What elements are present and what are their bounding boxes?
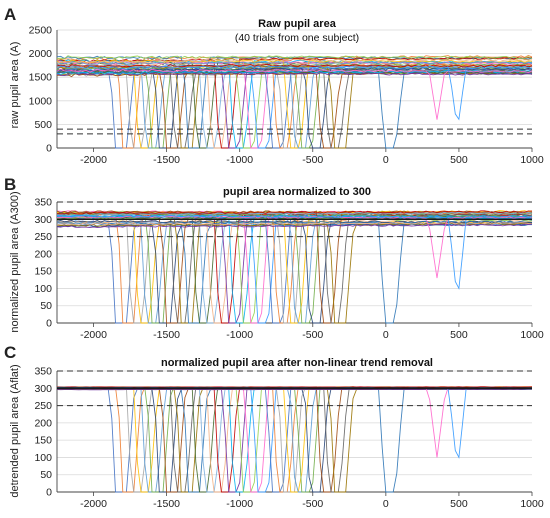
y-tick-label: 200: [34, 248, 52, 260]
trial-trace: [56, 64, 533, 68]
y-tick-label: 50: [40, 300, 52, 312]
x-tick-label: -500: [302, 154, 323, 166]
panel-a: A Raw pupil area (40 trials from one sub…: [4, 5, 544, 166]
panel-c-title: normalized pupil area after non-linear t…: [161, 357, 433, 369]
y-tick-label: 200: [34, 417, 52, 429]
panel-a-subtitle: (40 trials from one subject): [235, 32, 359, 44]
panel-b: B pupil area normalized to 300 0 50 100 150…: [4, 175, 544, 341]
y-tick-label: 350: [34, 366, 52, 378]
trial-trace: [56, 68, 533, 120]
y-tick-label: 2000: [29, 48, 53, 60]
y-tick-label: 100: [34, 283, 52, 295]
x-tick-label: -500: [302, 329, 323, 341]
trial-trace: [56, 220, 533, 324]
x-tick-label: -2000: [80, 498, 107, 510]
x-tick-label: 1000: [520, 498, 544, 510]
x-tick-label: -1000: [226, 498, 253, 510]
y-axis-label: raw pupil area (A): [9, 42, 21, 129]
trial-trace: [56, 215, 533, 279]
y-tick-label: 0: [46, 487, 52, 499]
x-tick-label: -1500: [153, 154, 180, 166]
trial-trace: [56, 55, 533, 60]
x-tick-label: 500: [450, 329, 468, 341]
trial-trace: [56, 222, 533, 226]
trial-trace: [56, 67, 533, 149]
x-tick-label: 1000: [520, 329, 544, 341]
y-tick-label: 500: [34, 119, 52, 131]
panel-c: C normalized pupil area after non-linear…: [4, 343, 544, 510]
y-tick-label: 150: [34, 266, 52, 278]
x-tick-label: 1000: [520, 154, 544, 166]
trial-trace: [56, 223, 533, 228]
y-tick-label: 100: [34, 452, 52, 464]
panel-b-plot: 0 50 100 150 200 250 300 350 -2000 -1500 -1000 -500…: [9, 191, 544, 341]
trial-trace: [56, 58, 533, 64]
y-axis-label: detrended pupil area (Aflat): [9, 364, 21, 497]
panel-letter-b: B: [4, 175, 16, 194]
panel-letter-c: C: [4, 343, 16, 362]
trial-trace: [56, 70, 533, 75]
panel-b-title: pupil area normalized to 300: [223, 186, 371, 198]
y-tick-label: 150: [34, 435, 52, 447]
x-tick-label: 0: [383, 498, 389, 510]
x-tick-label: -2000: [80, 154, 107, 166]
trial-trace: [56, 219, 532, 324]
trial-trace: [56, 65, 533, 121]
x-tick-label: -1000: [226, 154, 253, 166]
y-tick-label: 300: [34, 214, 52, 226]
y-tick-label: 250: [34, 400, 52, 412]
y-tick-label: 2500: [29, 25, 53, 37]
panel-letter-a: A: [4, 5, 16, 24]
x-tick-label: 0: [383, 329, 389, 341]
y-tick-label: 0: [46, 318, 52, 330]
trial-trace: [56, 220, 533, 324]
x-tick-label: 500: [450, 498, 468, 510]
y-tick-label: 1500: [29, 72, 53, 84]
x-tick-label: -500: [302, 498, 323, 510]
y-tick-label: 350: [34, 197, 52, 209]
x-tick-label: 0: [383, 154, 389, 166]
y-tick-label: 0: [46, 143, 52, 155]
y-axis-label: normalized pupil area (A300): [9, 191, 21, 332]
trial-trace: [57, 386, 532, 388]
y-tick-label: 1000: [29, 95, 53, 107]
trial-trace: [56, 61, 533, 149]
panel-a-plot: 0 500 1000 1500 2000 2500 -2000 -1500 -1000 -500 0…: [9, 25, 544, 167]
panel-a-title: Raw pupil area: [258, 18, 337, 30]
y-tick-label: 250: [34, 231, 52, 243]
panel-c-plot: 0 50 100 150 200 250 300 350 -2000 -1500 -1000 -500…: [9, 364, 544, 510]
x-tick-label: -1500: [153, 498, 180, 510]
y-tick-label: 50: [40, 469, 52, 481]
x-tick-label: -1000: [226, 329, 253, 341]
trial-trace: [56, 388, 532, 391]
trial-trace: [56, 210, 533, 215]
trial-trace: [56, 214, 533, 290]
trial-trace: [56, 72, 533, 77]
x-tick-label: 500: [450, 154, 468, 166]
x-tick-label: -2000: [80, 329, 107, 341]
x-tick-label: -1500: [153, 329, 180, 341]
y-tick-label: 300: [34, 383, 52, 395]
trial-trace: [56, 59, 533, 149]
